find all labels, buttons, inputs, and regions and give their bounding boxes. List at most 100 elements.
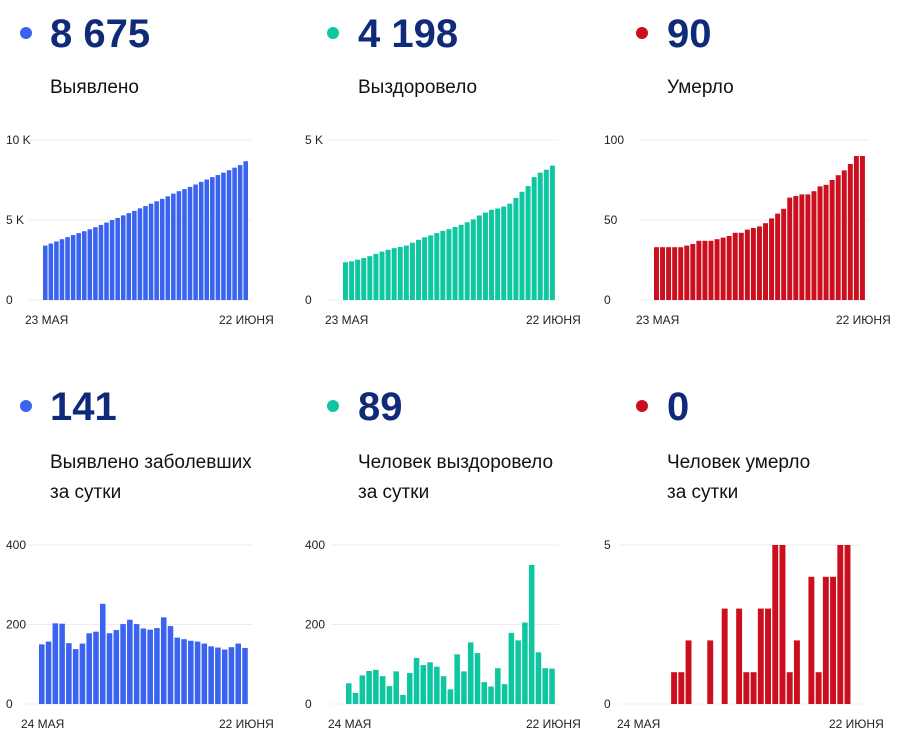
- bar: [237, 165, 243, 300]
- bar: [859, 156, 865, 300]
- bar: [743, 672, 750, 704]
- bar: [829, 180, 835, 300]
- bar: [660, 247, 666, 300]
- bar: [467, 642, 474, 704]
- stat-label: Выявлено: [50, 77, 139, 98]
- bar: [159, 198, 165, 300]
- bar: [461, 671, 467, 704]
- bar: [525, 186, 531, 300]
- bar: [171, 193, 176, 300]
- bar: [228, 647, 235, 704]
- bar: [352, 692, 359, 704]
- bar: [522, 622, 528, 704]
- bar: [373, 253, 379, 300]
- bar: [470, 219, 476, 300]
- bar: [750, 228, 756, 300]
- bar: [793, 196, 799, 300]
- x-tick-label: 24 МАЯ: [21, 717, 64, 731]
- bar: [420, 665, 427, 704]
- bar: [182, 189, 187, 300]
- stat-value: 8 675: [50, 12, 151, 56]
- series-dot-icon: [20, 400, 32, 412]
- bar: [397, 246, 403, 300]
- bar: [781, 208, 787, 300]
- bar: [707, 640, 714, 704]
- bar: [409, 242, 415, 300]
- bar: [126, 213, 132, 300]
- x-tick-label: 24 МАЯ: [328, 717, 371, 731]
- x-tick-label: 22 ИЮНЯ: [526, 717, 581, 731]
- bar: [458, 224, 464, 300]
- bar: [400, 694, 406, 704]
- stat-value: 4 198: [358, 12, 459, 56]
- series-dot-icon: [636, 27, 648, 39]
- series-dot-icon: [20, 27, 32, 39]
- bar: [232, 167, 237, 300]
- bar: [176, 191, 182, 300]
- panel-died-daily: 0 Человек умерло за сутки 0 5 24 МАЯ 22 ИЮН…: [598, 372, 897, 740]
- bar: [678, 247, 684, 300]
- bar: [805, 194, 811, 300]
- bar: [452, 227, 458, 300]
- bar: [501, 206, 507, 300]
- bar: [201, 643, 208, 704]
- bar: [48, 243, 54, 300]
- bar: [93, 227, 98, 300]
- bar: [416, 239, 422, 300]
- bar: [98, 224, 104, 300]
- bar: [736, 608, 743, 704]
- stat-label: Умерло: [667, 77, 734, 98]
- bar: [779, 545, 786, 704]
- bar: [355, 259, 361, 300]
- y-tick-label: 0: [604, 293, 611, 307]
- panel-recovered-daily: 89 Человек выздоровело за сутки 0 200 400 2…: [299, 372, 598, 740]
- bar: [137, 208, 143, 300]
- bar: [684, 245, 690, 300]
- bar: [427, 662, 433, 704]
- bar: [474, 653, 481, 704]
- bar: [440, 230, 446, 300]
- bar: [59, 239, 65, 300]
- x-tick-label: 22 ИЮНЯ: [526, 313, 581, 327]
- bar: [537, 172, 543, 300]
- bar-chart: 0 5 K 10 K 23 МАЯ 22 ИЮНЯ: [0, 130, 299, 335]
- bar: [76, 233, 81, 300]
- bar: [817, 186, 823, 300]
- bar-chart: 0 5 24 МАЯ 22 ИЮНЯ: [598, 532, 897, 737]
- bar: [786, 672, 793, 704]
- bar: [113, 630, 120, 704]
- y-tick-label: 50: [604, 213, 618, 227]
- y-tick-label: 10 K: [6, 133, 31, 147]
- stat-value: 90: [667, 12, 712, 56]
- bar: [393, 671, 399, 704]
- bar: [847, 164, 853, 300]
- bar: [366, 671, 372, 704]
- bar: [87, 229, 93, 300]
- bar: [528, 564, 535, 704]
- bar: [406, 672, 413, 704]
- bar: [721, 608, 728, 704]
- bar: [403, 245, 409, 300]
- bar: [464, 222, 470, 300]
- y-tick-label: 200: [6, 618, 26, 632]
- bar: [242, 647, 248, 704]
- bar: [235, 643, 242, 704]
- bar: [793, 640, 800, 704]
- bar: [143, 206, 148, 300]
- bar: [226, 170, 232, 300]
- bar: [726, 236, 732, 300]
- bar: [367, 256, 373, 300]
- bar: [81, 231, 87, 300]
- bar: [194, 641, 201, 704]
- bar: [837, 545, 844, 704]
- x-tick-label: 23 МАЯ: [25, 313, 68, 327]
- bar: [685, 640, 692, 704]
- bar: [221, 172, 226, 300]
- y-tick-label: 0: [305, 697, 312, 711]
- x-tick-label: 22 ИЮНЯ: [836, 313, 891, 327]
- series-dot-icon: [636, 400, 648, 412]
- bar: [853, 156, 859, 300]
- bar: [775, 213, 781, 300]
- bar: [386, 686, 393, 704]
- bar: [59, 623, 65, 704]
